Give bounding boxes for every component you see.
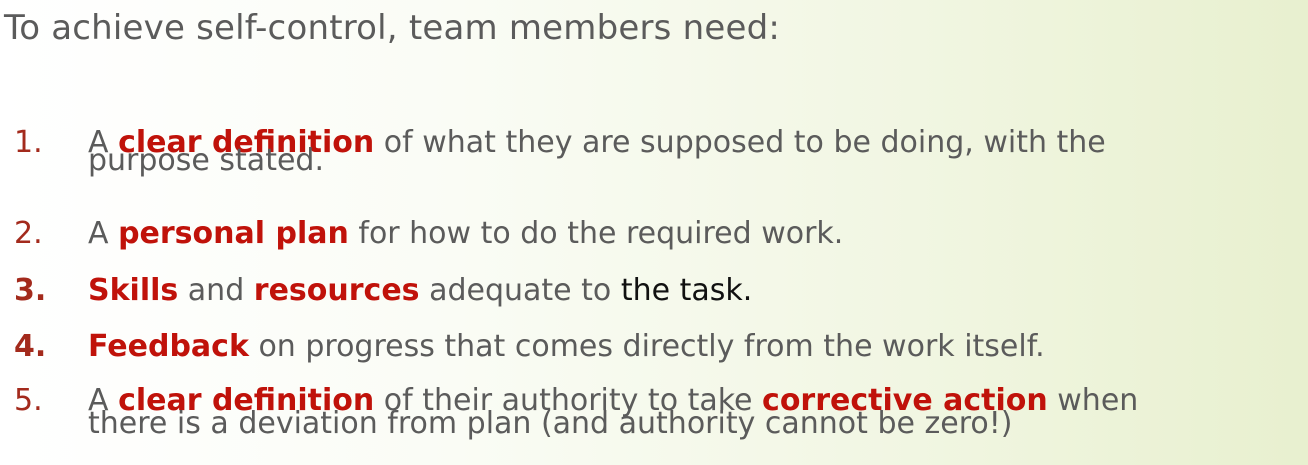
list-item-number: 2.: [14, 216, 43, 251]
emphasis-text: corrective action: [762, 383, 1048, 418]
emphasis-text: resources: [253, 273, 420, 308]
list-item-text: A clear definition of what they are supp…: [88, 125, 1106, 160]
list-item-text: A personal plan for how to do the requir…: [88, 216, 844, 251]
list-item-text: Skills and resources adequate to the tas…: [88, 273, 753, 308]
emphasis-text: clear definition: [118, 383, 375, 418]
emphasis-text: Feedback: [88, 329, 249, 364]
slide-heading: To achieve self-control, team members ne…: [4, 8, 781, 48]
emphasis-text: personal plan: [118, 216, 349, 251]
list-item-number: 5.: [14, 383, 43, 418]
emphasis-text: Skills: [88, 273, 179, 308]
list-item-continuation: purpose stated.: [88, 143, 324, 178]
list-item-number: 1.: [14, 125, 43, 160]
list-item-continuation: there is a deviation from plan (and auth…: [88, 406, 1013, 441]
list-item-number: 3.: [14, 273, 47, 308]
list-item-number: 4.: [14, 329, 47, 364]
list-item-text: Feedback on progress that comes directly…: [88, 329, 1045, 364]
list-item-text: A clear definition of their authority to…: [88, 383, 1139, 418]
emphasis-text: clear definition: [118, 125, 375, 160]
